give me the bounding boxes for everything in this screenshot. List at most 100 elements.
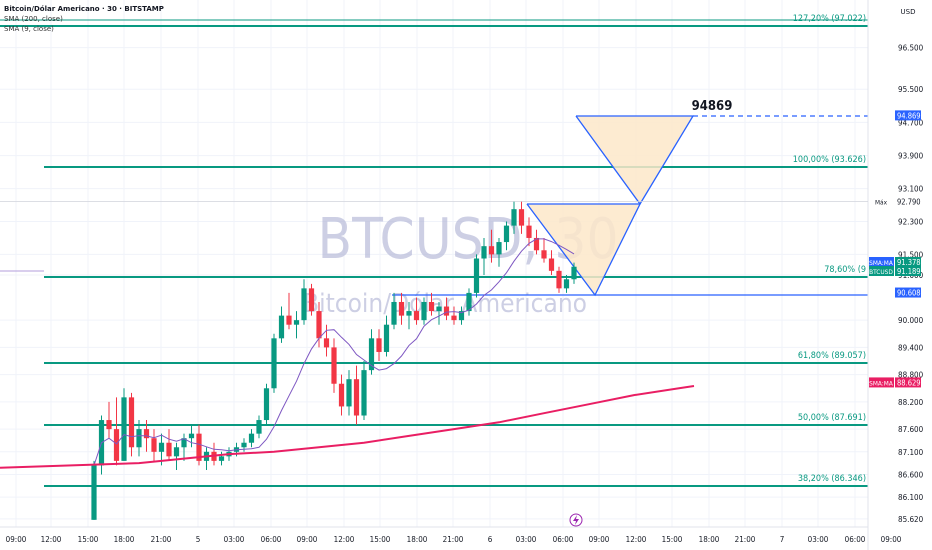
candle-body-47	[443, 306, 450, 316]
triangle-large-left	[575, 115, 641, 205]
candle-body-20	[241, 442, 247, 448]
fib-label-0: 127,20% (97.022)	[793, 14, 866, 24]
time-tick-19: 18:00	[699, 535, 720, 544]
candle-body-33	[338, 383, 345, 407]
candle-body-64	[571, 266, 577, 280]
fib-label-3: 61,80% (89.057)	[798, 351, 866, 361]
time-tick-9: 12:00	[334, 535, 355, 544]
candle-body-37	[368, 338, 375, 371]
candle-body-49	[458, 311, 465, 321]
price-tag-bg-5	[895, 377, 921, 388]
candle-body-63	[563, 279, 570, 289]
candle-body-21	[248, 433, 255, 443]
price-tick-10: 88.800	[898, 371, 924, 380]
price-tag-label-5: SMA:MA	[869, 379, 893, 387]
price-tick-2: 94.700	[898, 118, 924, 127]
price-tag-text-4: 90.608	[897, 289, 921, 298]
candle-body-51	[473, 258, 480, 293]
fib-label-5: 38,20% (86.346)	[798, 474, 866, 484]
fibonacci-levels[interactable]: 127,20% (97.022) 100,00% (93.626) 78,60% (…	[0, 14, 868, 487]
time-tick-24: 09:00	[881, 535, 902, 544]
candle-body-14	[196, 433, 202, 461]
price-tick-3: 93.900	[898, 152, 924, 161]
candle-body-5	[128, 397, 135, 448]
price-tick-15: 86.100	[898, 493, 924, 502]
price-tick-5: 92.300	[898, 218, 924, 227]
triangle-small-outline	[526, 203, 642, 297]
candle-body-50	[466, 292, 472, 312]
price-tag-bg-2	[895, 257, 921, 267]
chart-legend: Bitcoin/Dólar Americano · 30 · BITSTAMP …	[4, 4, 164, 34]
candle-body-41	[398, 301, 405, 316]
misc-overlays	[569, 513, 583, 527]
target-annotation: 94869	[692, 99, 733, 114]
time-tick-3: 18:00	[114, 535, 135, 544]
price-tag-bg-0	[895, 110, 921, 121]
candle-body-4	[121, 397, 127, 461]
time-tick-15: 06:00	[553, 535, 574, 544]
candle-body-9	[158, 442, 165, 452]
candle-body-55	[503, 225, 510, 243]
candle-body-38	[376, 338, 382, 352]
candle-body-54	[496, 242, 502, 255]
price-tag-text-0: 94.869	[897, 111, 921, 120]
candle-body-56	[511, 209, 517, 226]
price-tick-13: 87.100	[898, 448, 924, 457]
price-tag-bg-1	[895, 196, 921, 207]
time-tick-1: 12:00	[41, 535, 62, 544]
candle-body-7	[143, 429, 150, 439]
candle-body-30	[316, 311, 322, 339]
candle-body-3	[113, 429, 120, 461]
price-tag-text-3: 91.189	[897, 267, 921, 276]
price-tag-text-1: 92.790	[897, 197, 921, 206]
candle-body-48	[451, 315, 457, 321]
candle-body-0	[91, 465, 97, 520]
price-tag-label-2: SMA:MA	[869, 259, 893, 267]
candle-body-58	[526, 225, 532, 238]
price-tag-label-3: BTCUSD	[869, 268, 893, 276]
legend-sma9[interactable]: SMA (9, close)	[4, 25, 54, 33]
legend-title[interactable]: Bitcoin/Dólar Americano · 30 · BITSTAMP	[4, 5, 164, 13]
time-tick-11: 18:00	[407, 535, 428, 544]
price-tag-label-bg-1	[869, 196, 894, 207]
candle-body-59	[533, 237, 540, 251]
time-tick-5: 5	[196, 535, 201, 544]
price-tag-text-5: 88.629,020	[897, 378, 932, 387]
candle-body-57	[518, 209, 525, 226]
candle-body-22	[256, 420, 262, 434]
time-tick-23: 06:00	[845, 535, 866, 544]
candle-body-40	[391, 301, 397, 325]
price-tick-6: 91.500	[898, 250, 924, 259]
candle-body-34	[346, 379, 352, 407]
time-tick-17: 12:00	[626, 535, 647, 544]
candle-body-43	[413, 311, 420, 321]
fib-label-2: 78,60% (9	[824, 265, 866, 275]
legend-sma200[interactable]: SMA (200, close)	[4, 15, 63, 23]
price-tick-16: 85.620	[898, 515, 924, 524]
price-tags: 94.869 92.790 Máx 91.378 SMA:MA 91.189 BTCUSD 9…	[0, 110, 932, 388]
price-tag-text-2: 91.378	[897, 258, 921, 267]
candle-body-2	[106, 420, 112, 430]
time-tick-6: 03:00	[224, 535, 245, 544]
candle-body-24	[271, 338, 277, 389]
candle-body-60	[541, 250, 547, 259]
currency-button[interactable]: USD	[900, 8, 916, 16]
sma200-line	[0, 385, 695, 469]
pattern-drawings[interactable]: 94869	[392, 99, 868, 297]
price-tick-0: 96.500	[898, 44, 924, 53]
candle-body-32	[331, 347, 337, 384]
time-axis[interactable]: 09:00 12:00 15:00 18:00 21:00 5 03:00 06:00 09:0…	[0, 526, 902, 544]
price-tag-bg-4	[895, 287, 921, 298]
candle-body-13	[188, 433, 195, 439]
time-tick-0: 09:00	[6, 535, 27, 544]
time-tick-13: 6	[488, 535, 493, 544]
time-tick-7: 06:00	[261, 535, 282, 544]
candle-body-17	[218, 456, 225, 461]
time-tick-22: 03:00	[808, 535, 829, 544]
triangle-small-fill	[527, 204, 640, 295]
price-tick-4: 93.100	[898, 185, 924, 194]
price-tick-1: 95.500	[898, 85, 924, 94]
price-tick-9: 89.400	[898, 343, 924, 352]
price-tick-8: 90.000	[898, 316, 924, 325]
